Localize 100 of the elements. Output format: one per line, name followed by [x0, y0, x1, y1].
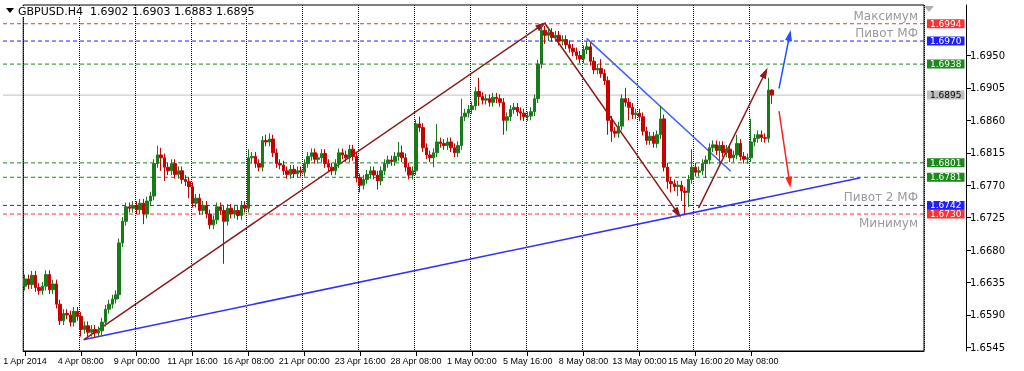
annotation: Минимум: [858, 216, 918, 231]
candlestick: [289, 164, 292, 180]
candlestick: [446, 137, 449, 151]
candlestick: [756, 129, 760, 144]
candlestick: [138, 198, 142, 215]
candlestick: [145, 196, 149, 219]
candlestick: [760, 129, 763, 143]
candlestick: [62, 308, 65, 326]
candlestick: [128, 202, 131, 214]
candlestick: [502, 97, 505, 136]
candlestick: [23, 274, 27, 291]
candlestick: [243, 200, 247, 214]
candlestick: [449, 137, 453, 153]
candlestick: [51, 279, 55, 295]
candlestick: [229, 203, 233, 219]
candlestick: [27, 274, 30, 290]
candlestick: [453, 142, 456, 158]
candlestick: [491, 92, 495, 108]
candlestick: [268, 132, 271, 147]
candlestick: [763, 132, 767, 144]
candlestick: [323, 148, 327, 169]
candlestick: [526, 111, 529, 122]
candlestick: [442, 138, 446, 151]
annotation: Пивот МФ: [855, 26, 918, 41]
candlestick: [770, 88, 774, 105]
x-tick-label: 16 Apr 08:00: [222, 355, 274, 366]
candlestick: [369, 165, 372, 180]
x-tick-label: 8 May 08:00: [558, 355, 609, 366]
candlestick: [72, 306, 76, 327]
x-tick-label: 23 Apr 16:00: [334, 355, 386, 366]
y-tick-label: 1.6905: [970, 82, 1005, 94]
y-tick-label: 1.6635: [970, 277, 1005, 289]
candlestick: [554, 30, 557, 43]
candlestick: [596, 63, 599, 75]
candlestick: [344, 150, 348, 163]
ref-line-label: 1.6730: [930, 209, 962, 220]
candlestick: [69, 310, 72, 327]
candlestick: [715, 140, 718, 156]
candlestick: [652, 131, 655, 149]
candlestick: [561, 34, 564, 46]
y-tick-label: 1.6860: [970, 114, 1005, 126]
candlestick: [631, 102, 634, 120]
candlestick: [474, 86, 477, 111]
candlestick: [648, 131, 652, 146]
candlestick: [226, 203, 229, 227]
x-tick-label: 21 Apr 00:00: [278, 355, 330, 366]
x-tick-label: 13 May 00:00: [612, 355, 667, 366]
candlestick: [718, 140, 722, 165]
candlestick: [694, 162, 697, 178]
y-tick-label: 1.6545: [970, 341, 1005, 353]
candlestick: [564, 34, 568, 50]
x-tick-label: 4 Apr 08:00: [57, 355, 104, 366]
candlestick: [376, 170, 379, 191]
candlestick: [180, 165, 184, 185]
candlestick: [522, 108, 526, 122]
candlestick: [634, 108, 638, 120]
candlestick: [292, 164, 296, 179]
candlestick: [701, 158, 704, 176]
candlestick: [201, 200, 205, 216]
x-tick-label: 9 Apr 00:00: [113, 355, 160, 366]
candlestick: [575, 47, 578, 61]
candlestick: [767, 77, 770, 144]
candlestick: [316, 152, 320, 165]
candlestick: [582, 44, 585, 64]
candlestick: [254, 151, 257, 169]
candlestick: [568, 39, 571, 54]
candlestick: [749, 118, 753, 163]
candlestick: [285, 165, 289, 180]
candlestick: [547, 27, 550, 42]
candlestick: [222, 205, 226, 265]
candlestick: [198, 193, 201, 216]
candlestick: [557, 30, 561, 46]
y-tick-label: 1.6815: [970, 147, 1005, 159]
candlestick: [488, 93, 491, 108]
candlestick: [296, 165, 299, 179]
candlestick: [48, 269, 51, 295]
candlestick: [362, 174, 365, 191]
y-tick-label: 1.6950: [970, 49, 1005, 61]
candlestick: [341, 147, 344, 160]
candlestick: [320, 148, 323, 163]
candlestick: [439, 137, 442, 149]
y-tick-label: 1.6590: [970, 309, 1005, 321]
candlestick: [142, 198, 145, 225]
candlestick: [484, 93, 488, 105]
candlestick: [240, 200, 243, 221]
candlestick: [135, 200, 138, 215]
candlestick: [83, 320, 86, 335]
candlestick: [673, 178, 676, 192]
candlestick: [236, 205, 240, 221]
candlestick: [477, 77, 481, 107]
candlestick: [79, 311, 83, 338]
chart-title: GBPUSD.H4 1.6902 1.6903 1.6883 1.6895: [18, 5, 255, 18]
candlestick: [721, 140, 725, 158]
candlestick: [348, 144, 351, 163]
y-tick-label: 1.6680: [970, 244, 1005, 256]
candlestick: [397, 141, 400, 162]
x-tick-label: 11 Apr 16:00: [167, 355, 218, 366]
candlestick: [170, 158, 173, 176]
candlestick: [571, 43, 575, 57]
ref-line-label: 1.6994: [930, 18, 962, 29]
